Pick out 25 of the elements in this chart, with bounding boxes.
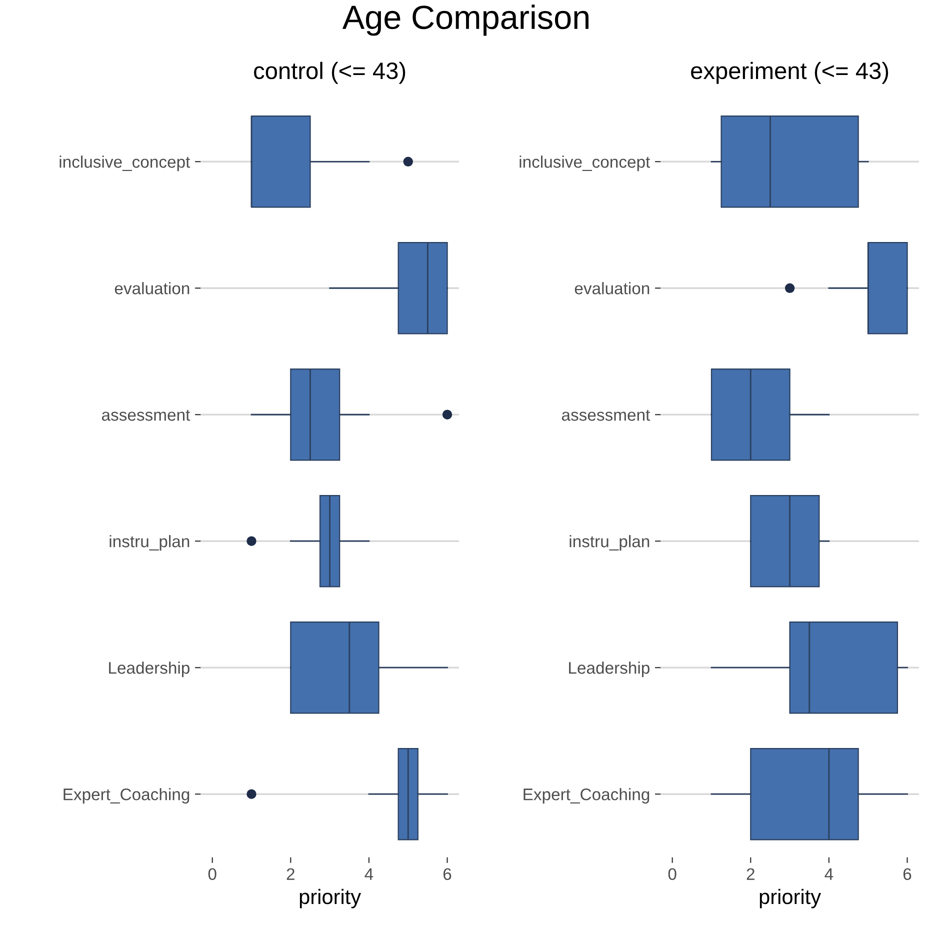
y-tick-label: assessment [102, 410, 190, 421]
x-tick-label: 4 [364, 868, 374, 880]
y-tick-label: evaluation [574, 282, 650, 294]
chart-title: Age Comparison [342, 4, 588, 36]
y-tick-label: instru_plan [110, 535, 190, 551]
x-tick-label: 2 [746, 868, 754, 880]
x-axis-title: priority [760, 888, 822, 908]
y-tick-label: evaluation [114, 282, 190, 294]
y-tick-label: instru_plan [570, 535, 650, 551]
x-tick-label: 0 [208, 868, 216, 880]
y-tick-label: inclusive_concept [60, 156, 190, 172]
chart-subtitle: experiment (<= 43) [691, 62, 888, 84]
chart-subtitle: control (<= 43) [254, 62, 406, 84]
y-tick-label: assessment [562, 410, 650, 421]
y-tick-label: Leadership [569, 662, 650, 678]
y-tick-label: Expert_Coaching [64, 788, 190, 804]
x-tick-label: 0 [668, 868, 676, 880]
y-tick-label: Expert_Coaching [524, 788, 650, 804]
x-tick-label: 6 [443, 868, 452, 880]
x-tick-label: 2 [286, 868, 294, 880]
x-tick-label: 4 [824, 868, 834, 880]
x-tick-label: 6 [903, 868, 912, 880]
x-axis-title: priority [300, 888, 362, 908]
y-tick-label: Leadership [109, 662, 190, 678]
y-tick-label: inclusive_concept [520, 156, 650, 172]
